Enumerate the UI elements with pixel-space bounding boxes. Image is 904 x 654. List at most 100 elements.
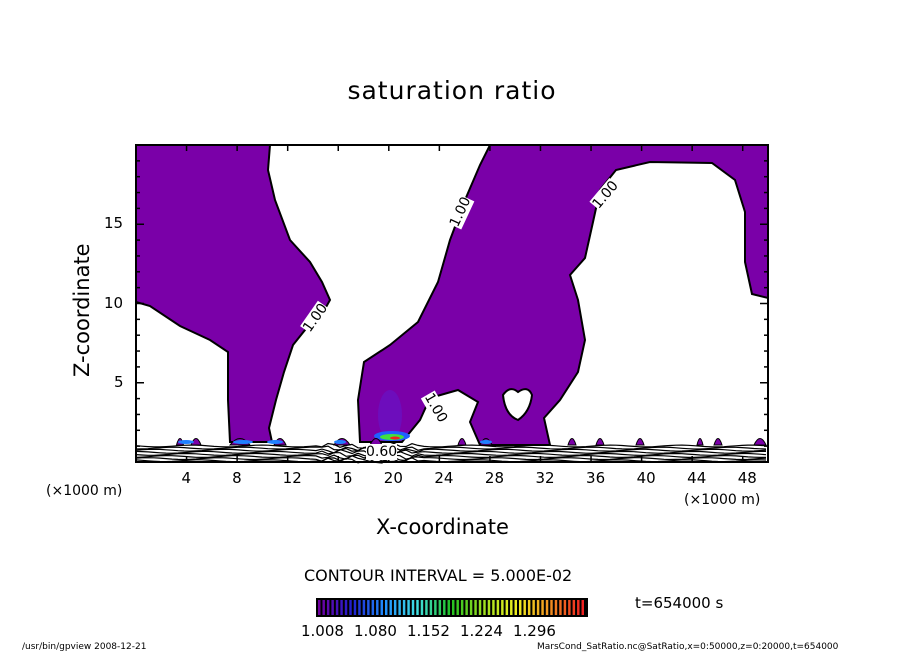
colorbar-swatch — [326, 600, 330, 615]
colorbar-swatch — [483, 600, 486, 615]
colorbar-swatch — [411, 600, 415, 615]
colorbar-swatch — [492, 600, 495, 615]
colorbar-swatch — [371, 600, 375, 615]
x-tick-label: 24 — [434, 469, 454, 487]
colorbar-swatch — [474, 600, 477, 615]
x-tick-label: 48 — [737, 469, 757, 487]
x-unit-left: (×1000 m) — [46, 483, 123, 499]
colorbar-swatch — [501, 600, 504, 615]
colorbar-swatch — [425, 600, 428, 615]
colorbar-swatch — [456, 600, 459, 615]
colorbar-swatch — [402, 600, 406, 615]
colorbar-swatch — [469, 600, 473, 615]
colorbar-swatch — [487, 600, 491, 615]
surface-blob — [696, 438, 704, 446]
x-tick-label: 36 — [586, 469, 606, 487]
contour-line — [135, 444, 767, 452]
axis-ticks — [136, 145, 768, 462]
colorbar-swatch — [340, 600, 343, 615]
colorbar-swatch — [545, 600, 549, 615]
white-hole — [501, 388, 534, 422]
colorbar-swatch — [478, 600, 482, 615]
colorbar-swatch — [335, 600, 339, 615]
colorbar-label: 1.224 — [460, 622, 503, 640]
colorbar-label: 1.080 — [354, 622, 397, 640]
surface-blob — [457, 438, 467, 446]
x-tick-label: 4 — [181, 469, 192, 487]
footer-right: MarsCond_SatRatio.nc@SatRatio,x=0:50000,… — [537, 642, 839, 652]
colorbar-swatch — [559, 600, 562, 615]
colorbar-swatch — [572, 600, 576, 615]
colorbar-swatch — [550, 600, 553, 615]
colorbar-swatch — [416, 600, 419, 615]
contour-line — [135, 448, 766, 456]
colorbar-swatch — [434, 600, 437, 615]
high-saturation-core — [378, 390, 402, 440]
colorbar-swatch — [331, 600, 334, 615]
colorbar-swatch — [452, 600, 455, 615]
colorbar-swatch — [362, 600, 366, 615]
chart-title: saturation ratio — [347, 76, 557, 105]
colorbar-swatch — [398, 600, 401, 615]
x-tick-label: 44 — [687, 469, 707, 487]
colorbar-swatch — [389, 600, 392, 615]
colorbar-swatch — [420, 600, 424, 615]
colorbar-swatch — [577, 600, 580, 615]
surface-blob — [753, 438, 767, 446]
saturation-fill-regions — [135, 144, 769, 446]
colorbar-swatch — [385, 600, 388, 615]
surface-blob-core — [178, 440, 194, 444]
colorbar-swatch — [380, 600, 383, 615]
surface-blob-core — [334, 440, 346, 444]
colorbar-label: 1.296 — [513, 622, 556, 640]
surface-blob — [713, 438, 723, 446]
colorbar-swatch — [344, 600, 348, 615]
colorbar-swatch — [496, 600, 500, 615]
colorbar-swatch — [322, 600, 325, 615]
high-saturation-core-red — [390, 436, 400, 440]
colorbar-swatch — [429, 600, 433, 615]
surface-blob-core — [233, 440, 253, 444]
x-axis-label: X-coordinate — [376, 515, 509, 539]
colorbar-swatch — [353, 600, 357, 615]
colorbar-label: 1.152 — [407, 622, 450, 640]
colorbar — [316, 598, 588, 617]
colorbar-swatch — [358, 600, 361, 615]
colorbar-swatch — [438, 600, 442, 615]
surface-blob — [595, 438, 605, 446]
colorbar-swatch — [447, 600, 450, 615]
footer-left: /usr/bin/gpview 2008-12-21 — [22, 642, 147, 652]
colorbar-swatch — [460, 600, 464, 615]
colorbar-swatch — [376, 600, 379, 615]
colorbar-swatch — [393, 600, 397, 615]
x-unit-right: (×1000 m) — [684, 492, 761, 508]
colorbar-swatch — [563, 600, 567, 615]
contour-line — [135, 446, 767, 454]
colorbar-swatch — [523, 600, 526, 615]
colorbar-swatch — [541, 600, 544, 615]
surface-blob-core — [267, 440, 283, 444]
contour-line — [135, 442, 767, 449]
fill-region-left — [135, 144, 332, 443]
y-tick-label: 10 — [104, 293, 124, 312]
colorbar-swatch — [465, 600, 468, 615]
colorbar-swatch — [505, 600, 509, 615]
colorbar-swatch — [318, 600, 321, 615]
colorbar-swatch — [519, 600, 522, 615]
fill-region-center — [356, 144, 769, 446]
x-tick-label: 20 — [383, 469, 403, 487]
colorbar-swatch — [527, 600, 531, 615]
contour-label: 0.60 — [366, 444, 398, 460]
colorbar-swatch — [581, 600, 584, 615]
y-tick-label: 15 — [104, 214, 124, 233]
x-tick-label: 8 — [232, 469, 242, 487]
colorbar-swatch — [554, 600, 558, 615]
time-label: t=654000 s — [635, 594, 724, 612]
x-tick-label: 28 — [484, 469, 504, 487]
colorbar-swatch — [532, 600, 535, 615]
x-tick-label: 32 — [535, 469, 555, 487]
contour-line — [135, 455, 767, 462]
colorbar-swatch — [443, 600, 446, 615]
